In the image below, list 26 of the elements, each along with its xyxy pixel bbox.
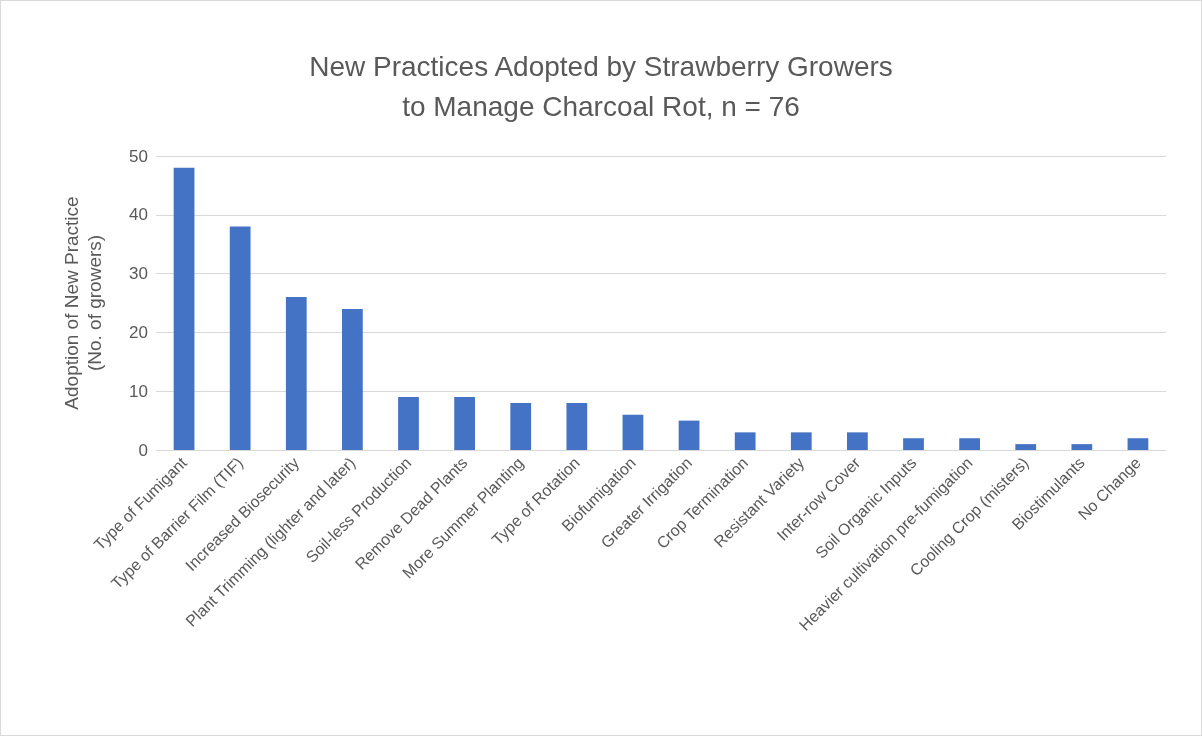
bar — [1127, 438, 1149, 450]
bar — [847, 432, 868, 450]
bar — [342, 308, 363, 450]
y-axis-title: Adoption of New Practice (No. of growers) — [61, 196, 105, 410]
bar — [790, 432, 812, 450]
bar — [398, 397, 419, 450]
bar — [903, 438, 924, 450]
bar — [454, 397, 475, 450]
bar — [734, 432, 756, 450]
bar — [510, 402, 532, 450]
bar — [678, 420, 700, 450]
y-tick-label: 30 — [129, 264, 148, 284]
bar — [566, 402, 588, 450]
bar — [1071, 444, 1093, 450]
y-tick-label: 50 — [129, 146, 148, 166]
bar — [959, 438, 980, 450]
bar — [285, 297, 307, 450]
y-tick-label: 10 — [129, 381, 148, 401]
y-tick-label: 0 — [138, 440, 148, 460]
bar — [622, 414, 644, 450]
y-tick-label: 20 — [129, 322, 148, 342]
bar — [1015, 444, 1037, 450]
chart-title: New Practices Adopted by Strawberry Growers to Manage Charcoal Rot, n = 76 — [309, 50, 893, 122]
bar — [173, 167, 195, 450]
bar — [229, 226, 251, 450]
y-tick-label: 40 — [129, 205, 148, 225]
